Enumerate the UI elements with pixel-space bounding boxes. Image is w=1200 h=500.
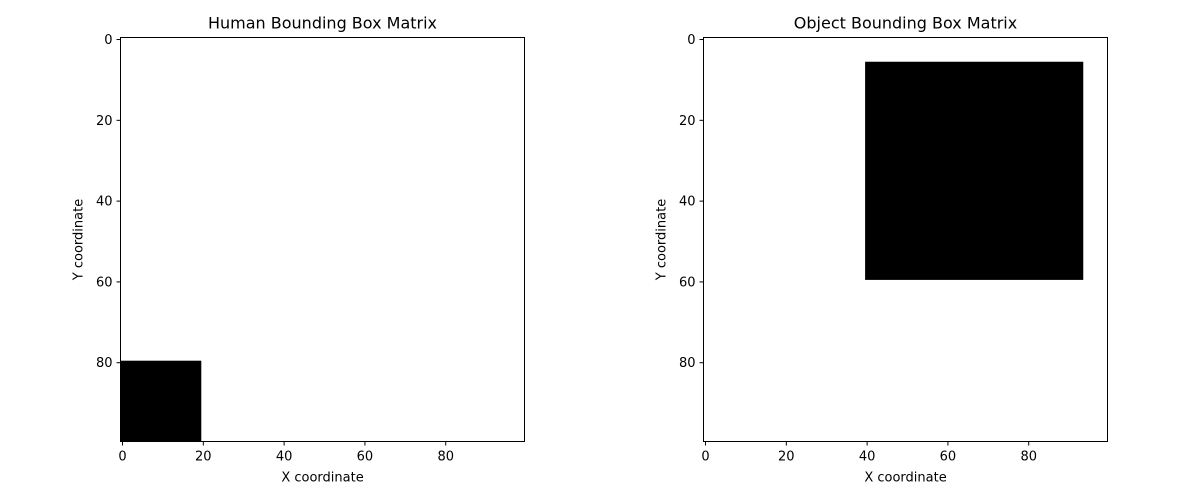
plot-frame xyxy=(703,37,1108,442)
chart-title: Object Bounding Box Matrix xyxy=(794,14,1017,33)
x-axis-label: X coordinate xyxy=(864,471,946,486)
x-axis-label: X coordinate xyxy=(281,471,363,486)
x-tick-label: 60 xyxy=(940,450,957,465)
y-tick-label: 80 xyxy=(679,356,696,371)
y-axis-label: Y coordinate xyxy=(72,199,87,281)
y-tick-label: 40 xyxy=(679,195,696,210)
y-tick-label: 80 xyxy=(96,356,113,371)
x-tick-label: 60 xyxy=(357,450,374,465)
y-tick-label: 60 xyxy=(679,275,696,290)
x-tick-label: 0 xyxy=(118,450,126,465)
plot-frame xyxy=(120,37,525,442)
y-tick-label: 40 xyxy=(96,195,113,210)
bbox-filled-region xyxy=(120,360,202,442)
x-tick-label: 0 xyxy=(701,450,709,465)
bbox-filled-region xyxy=(865,61,1084,280)
y-tick-label: 20 xyxy=(679,114,696,129)
y-tick-label: 20 xyxy=(96,114,113,129)
x-tick-label: 80 xyxy=(437,450,454,465)
x-tick-label: 40 xyxy=(859,450,876,465)
y-tick-label: 0 xyxy=(687,33,695,48)
x-tick-label: 80 xyxy=(1020,450,1037,465)
object-bbox-panel: 0 20 40 60 80 0 20 40 60 80 Object Bounding Box Ma… xyxy=(655,14,1108,486)
y-axis-label: Y coordinate xyxy=(655,199,670,281)
chart-title: Human Bounding Box Matrix xyxy=(208,14,437,33)
human-bbox-panel: 0 20 40 60 80 0 20 40 60 80 Human Bounding Box Mat… xyxy=(72,14,525,486)
y-tick-label: 60 xyxy=(96,275,113,290)
x-tick-label: 20 xyxy=(195,450,212,465)
x-tick-label: 40 xyxy=(276,450,293,465)
x-tick-label: 20 xyxy=(778,450,795,465)
y-tick-label: 0 xyxy=(104,33,112,48)
